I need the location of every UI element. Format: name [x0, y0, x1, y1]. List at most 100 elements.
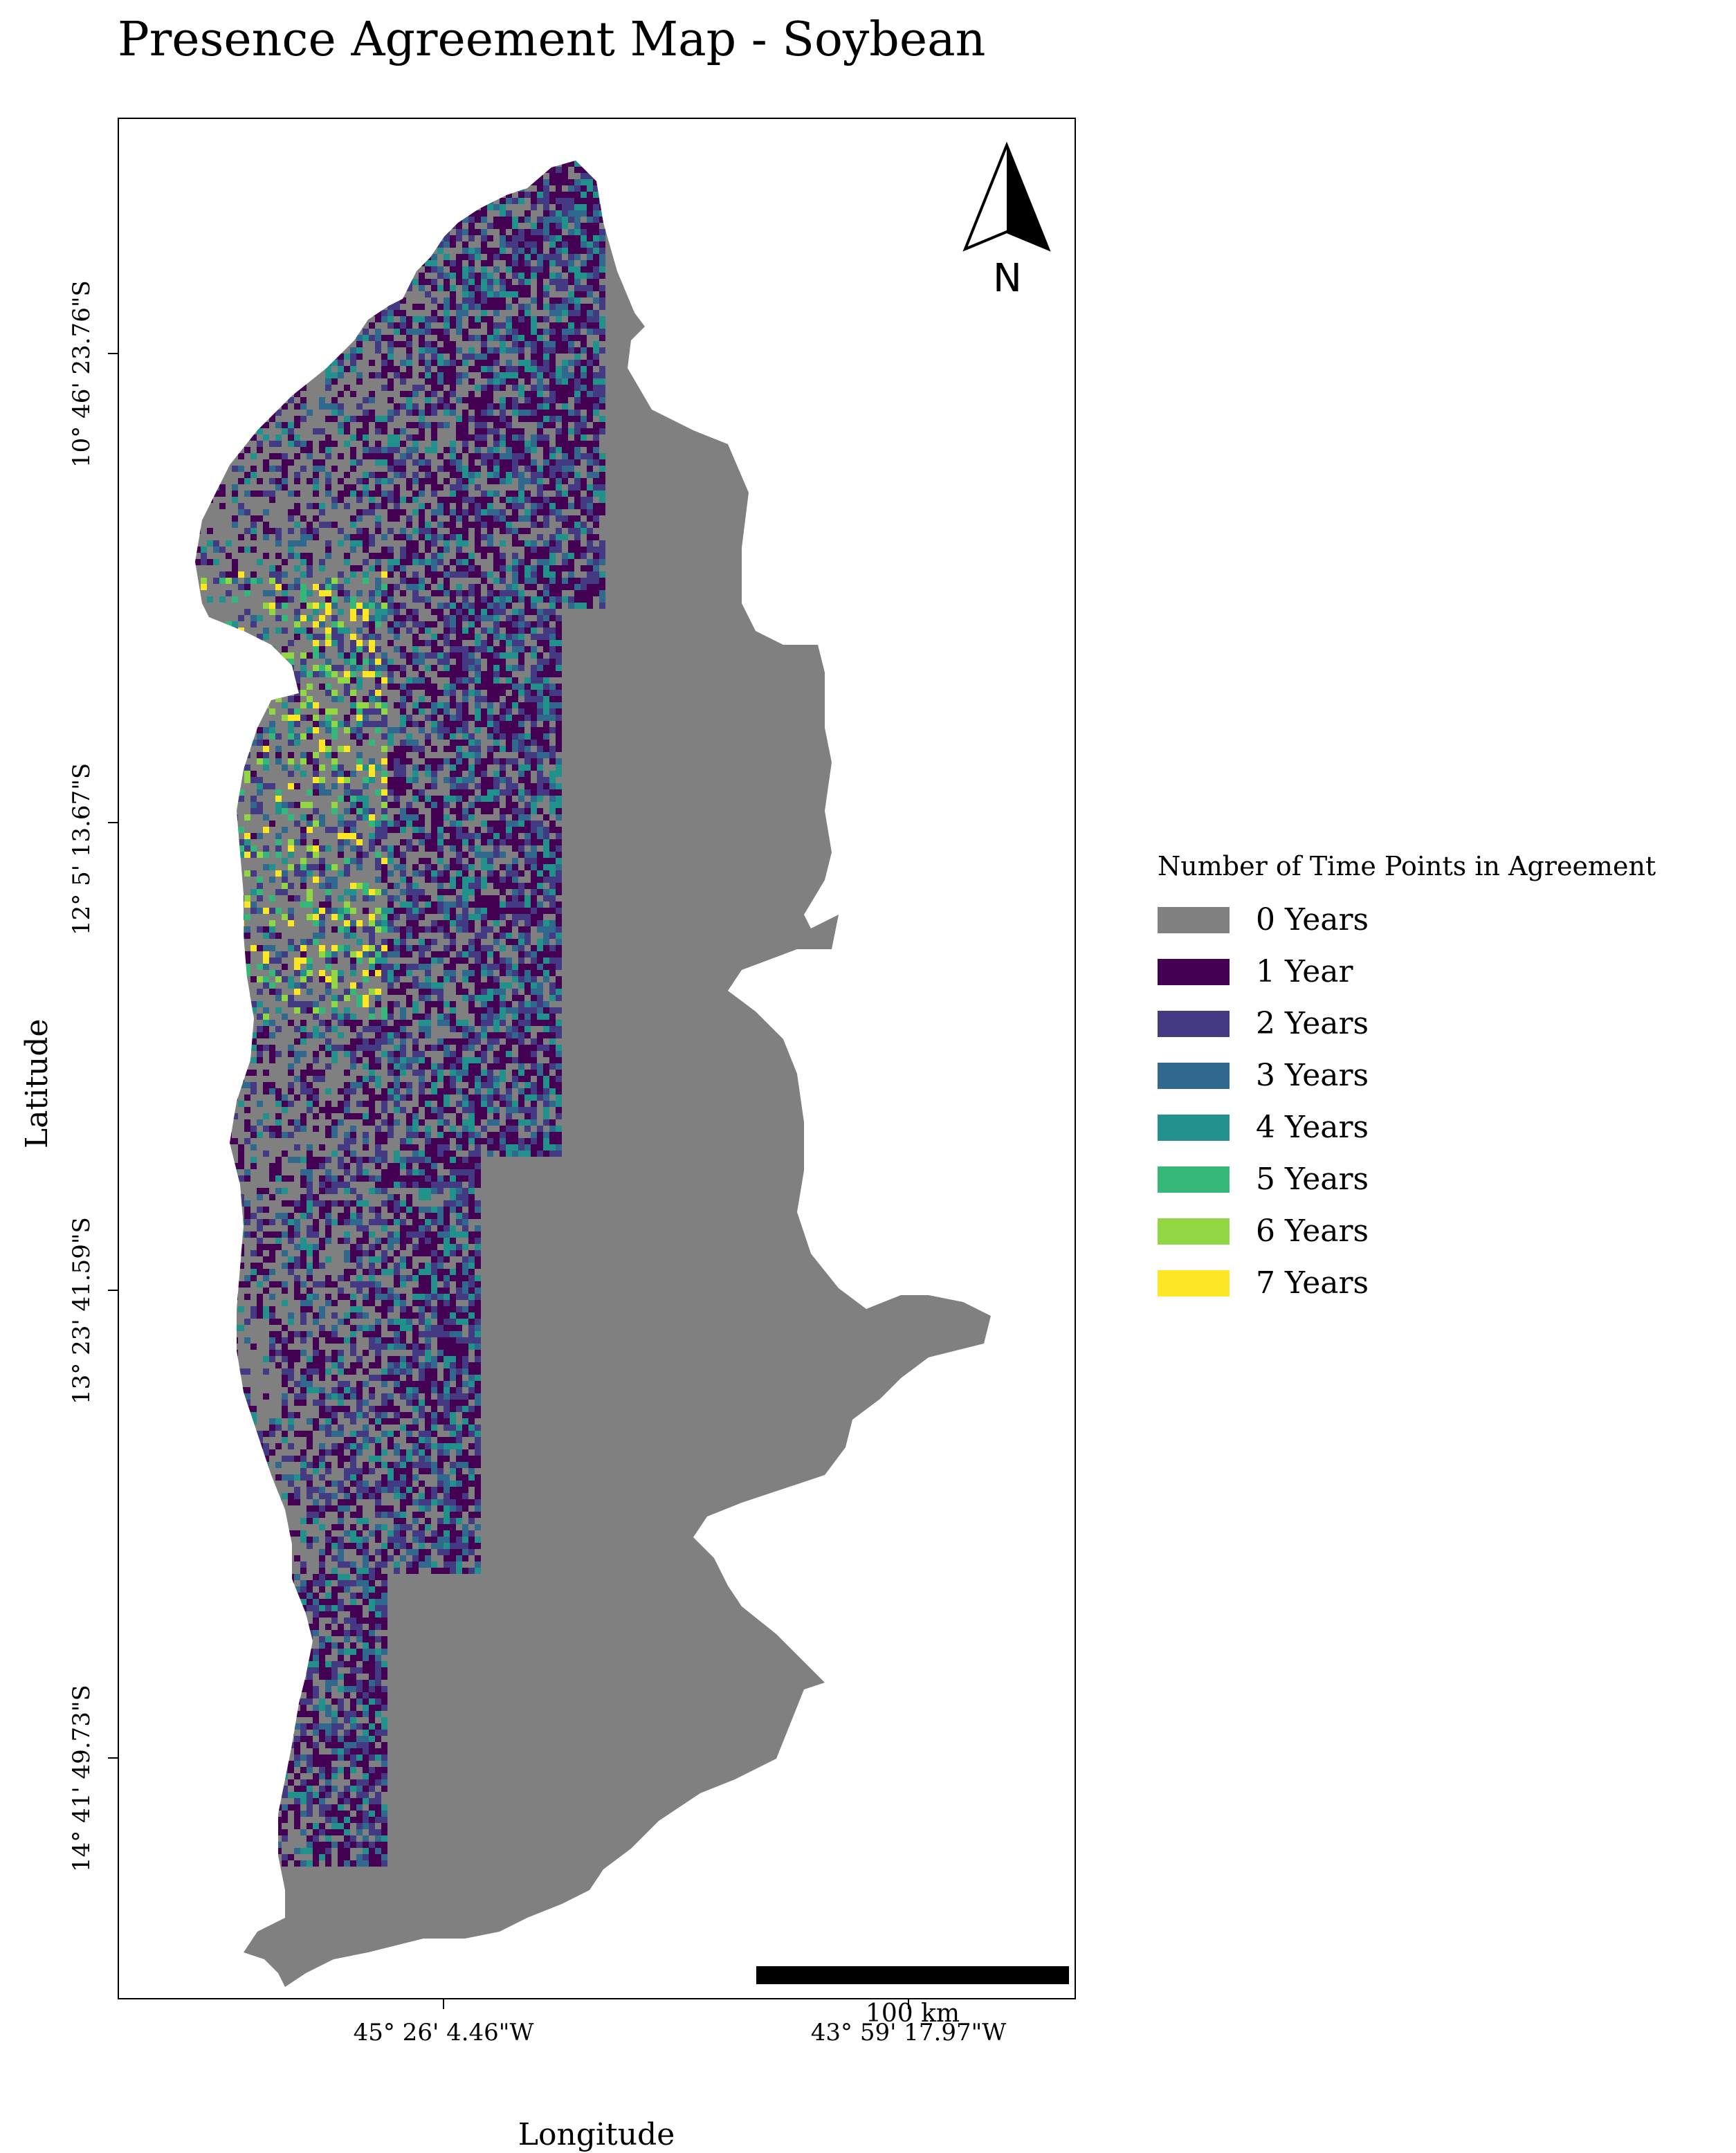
raster-cell: [437, 901, 444, 908]
raster-cell: [487, 316, 493, 322]
raster-cell: [226, 721, 232, 727]
raster-cell: [375, 260, 381, 266]
raster-cell: [412, 229, 419, 235]
raster-cell: [282, 453, 288, 459]
raster-cell: [394, 727, 400, 733]
raster-cell: [462, 528, 468, 534]
raster-cell: [493, 796, 500, 802]
raster-cell: [444, 933, 450, 939]
raster-cell: [226, 733, 232, 740]
raster-cell: [599, 596, 605, 603]
raster-cell: [319, 447, 325, 453]
raster-cell: [226, 627, 232, 634]
raster-cell: [531, 596, 537, 603]
raster-cell: [363, 733, 369, 740]
raster-cell: [387, 945, 394, 951]
raster-cell: [500, 646, 506, 652]
raster-cell: [257, 173, 263, 179]
raster-cell: [475, 958, 481, 964]
raster-cell: [518, 715, 524, 721]
raster-cell: [350, 260, 356, 266]
raster-cell: [549, 447, 556, 453]
raster-cell: [369, 540, 375, 547]
raster-cell: [369, 821, 375, 827]
raster-cell: [512, 802, 518, 808]
raster-cell: [394, 908, 400, 914]
raster-cell: [456, 559, 462, 565]
raster-cell: [350, 491, 356, 497]
raster-cell: [356, 982, 363, 989]
raster-cell: [506, 515, 512, 522]
raster-cell: [419, 982, 425, 989]
raster-cell: [444, 254, 450, 260]
raster-cell: [257, 397, 263, 403]
raster-cell: [400, 752, 406, 758]
raster-cell: [232, 559, 238, 565]
raster-cell: [468, 808, 475, 814]
raster-cell: [238, 329, 244, 335]
raster-cell: [319, 179, 325, 185]
raster-cell: [232, 789, 238, 796]
raster-cell: [331, 958, 338, 964]
raster-cell: [331, 279, 338, 285]
raster-cell: [425, 347, 431, 354]
raster-cell: [462, 478, 468, 484]
raster-cell: [400, 322, 406, 329]
raster-cell: [350, 484, 356, 491]
raster-cell: [406, 677, 412, 684]
raster-cell: [412, 254, 419, 260]
raster-cell: [331, 235, 338, 241]
raster-cell: [387, 491, 394, 497]
raster-cell: [387, 895, 394, 901]
raster-cell: [456, 833, 462, 839]
raster-cell: [593, 360, 599, 366]
raster-cell: [512, 254, 518, 260]
raster-cell: [556, 958, 562, 964]
raster-cell: [512, 640, 518, 646]
raster-cell: [481, 179, 487, 185]
raster-cell: [406, 403, 412, 410]
raster-cell: [387, 989, 394, 995]
raster-cell: [512, 827, 518, 833]
raster-cell: [562, 347, 568, 354]
raster-cell: [456, 870, 462, 877]
raster-cell: [257, 515, 263, 522]
raster-cell: [574, 478, 581, 484]
raster-cell: [549, 459, 556, 466]
raster-cell: [400, 652, 406, 659]
raster-cell: [226, 964, 232, 970]
raster-cell: [468, 665, 475, 671]
raster-cell: [506, 266, 512, 273]
raster-cell: [394, 161, 400, 167]
raster-cell: [387, 528, 394, 534]
raster-cell: [257, 167, 263, 173]
raster-cell: [394, 497, 400, 503]
raster-cell: [556, 167, 562, 173]
raster-cell: [313, 634, 319, 640]
raster-cell: [257, 161, 263, 167]
raster-cell: [599, 553, 605, 559]
raster-cell: [350, 690, 356, 696]
raster-cell: [481, 696, 487, 702]
raster-cell: [587, 416, 593, 422]
raster-cell: [275, 372, 282, 378]
raster-cell: [468, 434, 475, 441]
raster-cell: [412, 491, 419, 497]
raster-cell: [456, 814, 462, 821]
raster-cell: [356, 179, 363, 185]
raster-cell: [537, 982, 543, 989]
raster-cell: [288, 995, 294, 1001]
raster-cell: [581, 596, 587, 603]
raster-cell: [437, 652, 444, 659]
raster-cell: [444, 652, 450, 659]
raster-cell: [325, 217, 331, 223]
raster-cell: [524, 895, 531, 901]
raster-cell: [219, 459, 226, 466]
raster-cell: [375, 833, 381, 839]
raster-cell: [325, 441, 331, 447]
raster-cell: [512, 229, 518, 235]
raster-cell: [506, 864, 512, 870]
raster-cell: [226, 428, 232, 434]
raster-cell: [431, 515, 437, 522]
raster-cell: [468, 229, 475, 235]
